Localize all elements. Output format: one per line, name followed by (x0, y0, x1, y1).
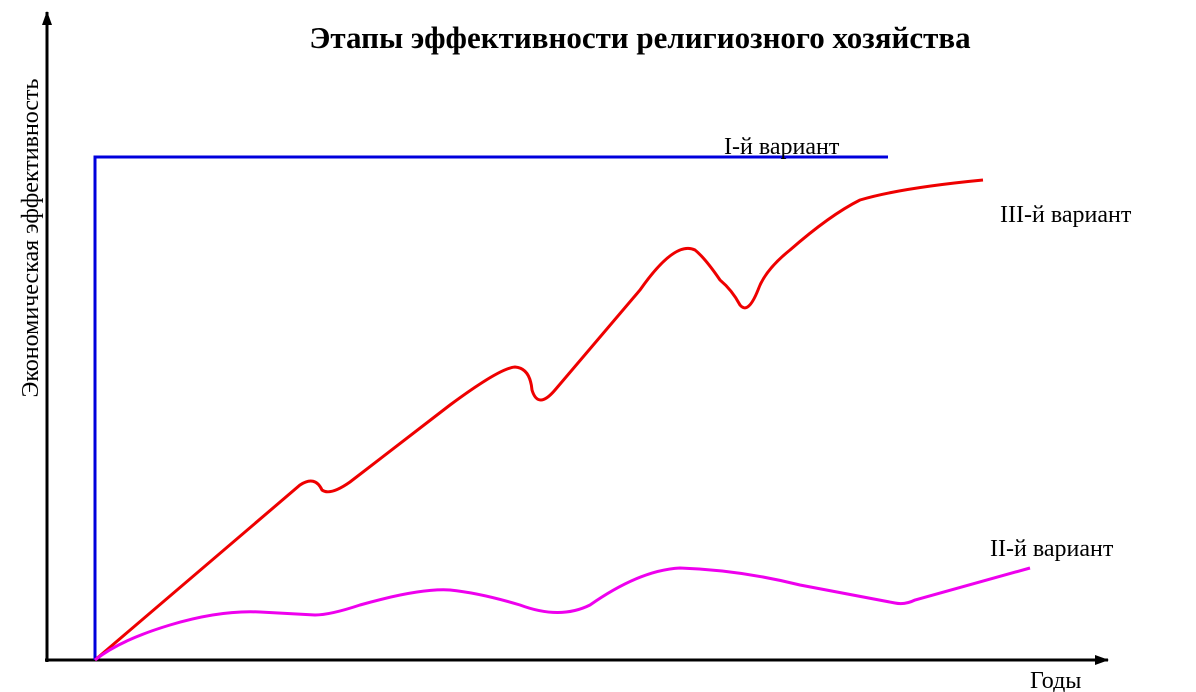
curve-variant-2 (94, 566, 1031, 662)
curve-variant-1 (93, 155, 888, 660)
title: Этапы эффективности религиозного хозяйст… (309, 20, 971, 55)
curve-label: III-й вариант (1000, 202, 1132, 228)
curve-variant-3 (94, 178, 984, 662)
curve-label: II-й вариант (990, 536, 1114, 562)
y-axis-label: Экономическая эффективность (18, 78, 44, 397)
curve-label: I-й вариант (724, 134, 840, 160)
x-axis-label: Годы (1030, 668, 1081, 692)
